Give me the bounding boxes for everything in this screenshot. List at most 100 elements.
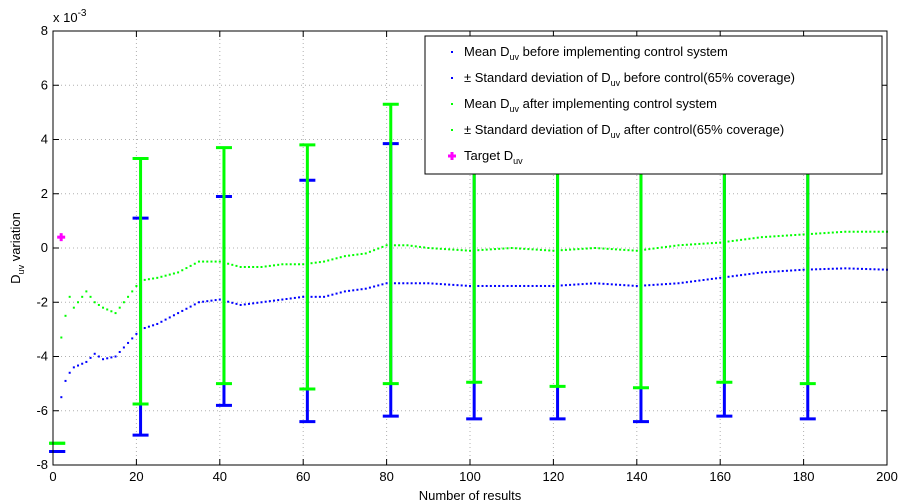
point-mean-before	[77, 364, 80, 367]
point-mean-after	[231, 263, 234, 266]
point-mean-after	[631, 249, 634, 252]
point-mean-after	[873, 230, 876, 233]
point-mean-after	[427, 247, 430, 249]
point-mean-after	[798, 233, 801, 236]
point-mean-after	[164, 274, 167, 277]
y-tick-label: 2	[41, 186, 48, 201]
point-mean-after	[752, 237, 755, 240]
point-mean-after	[260, 265, 263, 268]
point-mean-before	[860, 267, 863, 270]
point-mean-before	[469, 284, 471, 287]
point-mean-before	[197, 301, 200, 304]
x-tick-label: 60	[296, 469, 310, 484]
point-mean-after	[177, 271, 180, 274]
point-mean-after	[160, 275, 163, 278]
point-mean-before	[118, 350, 121, 353]
point-mean-before	[652, 283, 655, 286]
point-mean-before	[627, 284, 630, 287]
point-mean-after	[298, 263, 301, 266]
point-mean-before	[519, 284, 522, 287]
point-mean-before	[456, 284, 459, 287]
point-mean-after	[660, 246, 663, 249]
point-mean-before	[293, 296, 296, 299]
point-mean-after	[293, 263, 296, 266]
point-mean-before	[114, 355, 117, 358]
point-mean-after	[398, 244, 401, 247]
point-mean-after	[318, 261, 321, 264]
point-mean-before	[381, 283, 384, 286]
point-mean-after	[652, 247, 655, 250]
y-exponent: x 10-3	[53, 8, 87, 25]
y-tick-label: 4	[41, 132, 48, 147]
x-tick-label: 180	[793, 469, 815, 484]
point-mean-after	[348, 254, 351, 257]
point-mean-before	[840, 267, 843, 270]
point-mean-before	[260, 301, 263, 304]
axis-ticks: 0 20 40 60 80 100 120 140 160 180 200 -8 -6 -4 -2 0 2 4 6 8	[36, 23, 897, 484]
point-mean-before	[844, 267, 847, 270]
point-mean-before	[298, 296, 301, 299]
y-tick-label: -2	[36, 294, 48, 309]
point-mean-after	[860, 230, 863, 233]
point-mean-before	[798, 268, 801, 271]
point-mean-before	[377, 284, 380, 287]
point-mean-before	[881, 268, 884, 271]
point-mean-before	[610, 283, 613, 286]
point-mean-after	[702, 242, 705, 245]
point-mean-before	[869, 268, 872, 271]
point-mean-before	[60, 396, 63, 399]
y-tick-label: -6	[36, 403, 48, 418]
point-mean-after	[706, 242, 709, 245]
point-mean-after	[823, 232, 826, 235]
point-mean-after	[423, 246, 426, 249]
point-mean-after	[877, 230, 880, 233]
point-mean-after	[206, 260, 209, 263]
point-mean-before	[614, 283, 617, 286]
y-axis-label: Duv variation	[8, 212, 26, 284]
point-mean-before	[89, 356, 92, 359]
point-mean-before	[348, 289, 351, 292]
point-mean-after	[122, 301, 125, 304]
legend-label: Mean Duv after implementing control syst…	[464, 96, 717, 114]
point-mean-before	[268, 300, 271, 303]
y-tick-label: -4	[36, 349, 48, 364]
point-mean-before	[443, 283, 446, 286]
point-mean-before	[777, 270, 780, 273]
point-mean-after	[677, 244, 680, 247]
point-mean-after	[598, 247, 601, 250]
point-mean-after	[648, 248, 651, 251]
point-mean-before	[81, 362, 84, 365]
point-mean-before	[160, 320, 163, 323]
point-mean-before	[577, 283, 580, 286]
point-mean-after	[664, 245, 667, 248]
point-mean-after	[481, 248, 484, 251]
point-mean-before	[715, 277, 718, 280]
point-mean-before	[673, 282, 676, 285]
point-mean-before	[740, 274, 743, 277]
point-mean-after	[506, 247, 509, 250]
point-mean-after	[777, 235, 780, 238]
point-mean-after	[802, 233, 805, 236]
point-mean-after	[247, 265, 250, 268]
point-mean-after	[343, 255, 346, 258]
point-mean-after	[602, 247, 605, 250]
point-mean-after	[619, 248, 622, 251]
point-mean-after	[243, 265, 246, 268]
point-mean-before	[573, 283, 576, 286]
point-mean-before	[694, 280, 697, 283]
point-mean-before	[677, 282, 680, 285]
point-mean-before	[398, 282, 401, 285]
point-mean-after	[710, 242, 713, 245]
x-tick-label: 200	[876, 469, 898, 484]
point-mean-before	[414, 282, 417, 285]
point-mean-after	[256, 265, 259, 268]
point-mean-before	[343, 290, 346, 293]
point-mean-after	[381, 245, 384, 248]
point-mean-after	[869, 230, 872, 233]
point-mean-before	[289, 297, 292, 300]
point-mean-after	[60, 336, 63, 339]
point-mean-after	[535, 248, 538, 251]
point-mean-before	[147, 325, 150, 328]
point-mean-before	[202, 300, 205, 303]
point-mean-before	[181, 309, 184, 312]
